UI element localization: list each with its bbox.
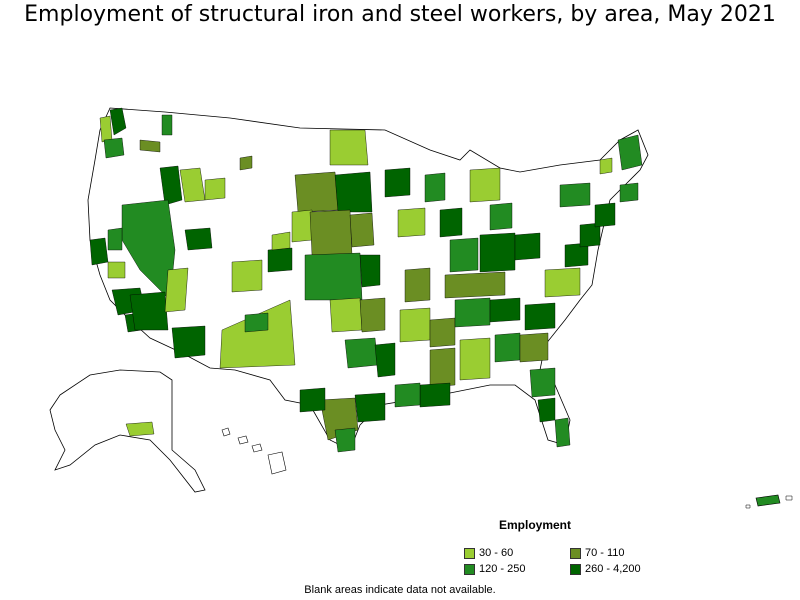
region-oregon-east [139,139,161,153]
region-spokane [161,114,173,136]
region-mississippi [429,347,456,388]
region-tampa [537,397,556,423]
region-houston [354,392,386,423]
region-wyoming-ne [204,177,226,201]
region-nebraska [309,209,353,256]
region-albuquerque [244,312,269,333]
region-michigan [469,167,501,203]
legend-swatch [464,563,475,575]
region-tulsa [359,297,386,333]
legend-item: 30 - 60 [464,546,513,560]
region-boise [159,165,183,206]
region-new-orleans [419,382,451,408]
region-pittsburgh [514,232,541,261]
region-nashville [454,297,491,328]
region-puerto-rico [755,494,781,507]
puerto-rico-island-small [745,504,751,509]
region-north-dakota [329,129,369,166]
region-miami [554,417,571,448]
region-baton-rouge [394,382,421,408]
legend-label: 260 - 4,200 [585,563,641,575]
region-st-louis [404,267,431,303]
alaska-outline [49,369,206,493]
region-south-carolina [519,332,549,363]
legend-swatch [570,563,581,575]
region-south-dakota [294,171,339,213]
legend-label: 70 - 110 [585,547,625,559]
region-denver [267,247,293,273]
region-dallas [344,337,379,369]
legend-item: 260 - 4,200 [570,562,641,576]
region-omaha [349,212,375,248]
region-colorado-west [231,259,263,293]
region-kansas [304,252,363,301]
region-salt-lake [184,227,213,251]
region-seattle [109,107,127,136]
legend-swatch [464,547,475,559]
region-ohio [479,232,516,273]
region-knoxville [489,297,521,323]
legend-items: 30 - 60 70 - 110 120 - 250 260 - 4,200 [460,546,680,580]
region-utah-south [164,267,189,313]
region-philadelphia [579,222,601,248]
region-colorado-springs [271,231,291,251]
region-sf-bay [89,237,109,266]
region-kansas-city [359,254,381,288]
legend-label: 120 - 250 [479,563,526,575]
region-montana-small [239,155,253,171]
region-fresno [107,261,126,279]
region-sioux-falls [334,171,373,213]
region-corpus-christi [334,427,356,453]
region-alabama [459,337,491,381]
region-charlotte [524,302,556,331]
region-new-mexico [219,299,296,369]
region-nebraska-west [291,209,313,243]
puerto-rico-island-east [785,495,793,501]
legend-label: 30 - 60 [479,547,514,559]
hawaii-islands [221,427,287,475]
region-phoenix [129,291,169,331]
region-jacksonville [529,367,556,398]
region-arkansas [399,307,431,343]
region-kentucky [444,271,506,299]
region-boston [619,182,639,203]
region-olympia [99,115,113,143]
region-sacramento [107,227,123,251]
region-detroit [489,202,513,231]
region-anchorage [125,421,155,437]
region-memphis [429,317,456,348]
region-east-texas [374,342,396,378]
data-availability-note: Blank areas indicate data not available. [304,584,496,596]
region-portland [103,137,125,159]
region-maine [617,134,643,171]
legend-title: Employment [498,518,571,532]
region-new-york [594,202,616,228]
legend-swatch [570,547,581,559]
region-indianapolis [449,237,479,273]
legend-item: 120 - 250 [464,562,525,576]
region-vermont [599,157,613,175]
region-oklahoma-city [329,297,363,333]
legend-item: 70 - 110 [570,546,625,560]
region-tucson [171,325,206,359]
region-chicago [439,207,463,238]
region-minneapolis [384,167,411,198]
region-wisconsin [424,172,446,203]
map-title: Employment of structural iron and steel … [24,2,776,27]
region-virginia [544,267,581,298]
region-atlanta [494,332,521,363]
legend: Employment 30 - 60 70 - 110 120 - 250 26… [460,518,680,580]
region-iowa [397,207,426,238]
region-upstate-ny [559,182,591,208]
region-san-antonio [299,387,326,413]
